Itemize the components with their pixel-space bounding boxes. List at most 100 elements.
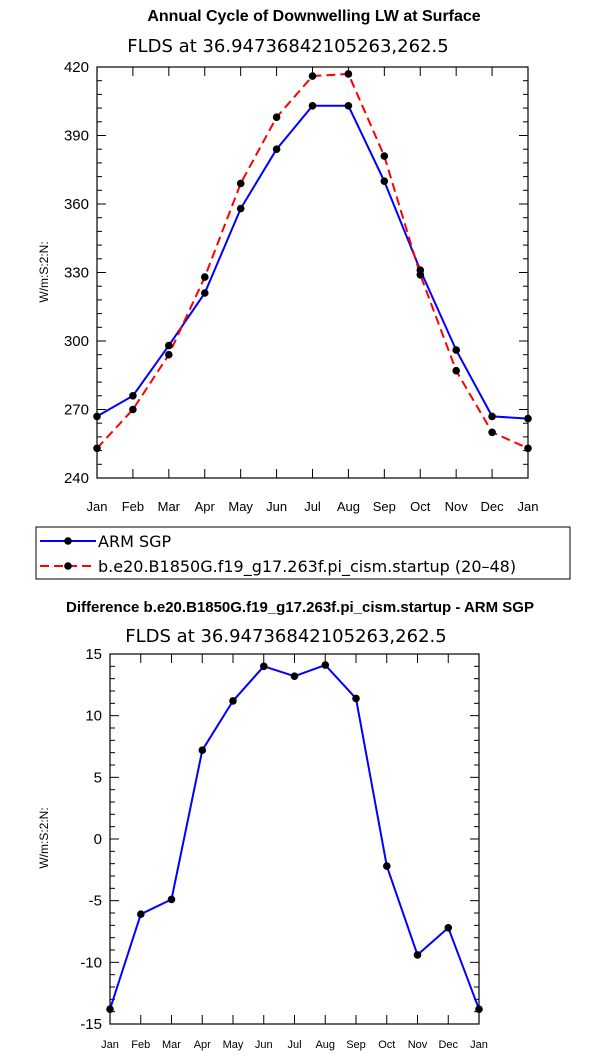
x-tick-label: May <box>228 499 253 514</box>
x-tick-label: Jun <box>255 1039 273 1051</box>
data-point-apr-3 <box>201 289 209 297</box>
plot-frame <box>96 66 529 479</box>
data-point-jan-12 <box>524 414 532 423</box>
y-axis-label: W/m:S:2:N: <box>37 241 51 302</box>
x-tick-label: Jan <box>470 1039 488 1051</box>
data-point-sep-8 <box>380 177 389 185</box>
series-line-difference <box>109 664 480 1010</box>
data-point-may-4 <box>236 179 245 188</box>
data-point-jun-5 <box>272 113 281 121</box>
data-point-oct-9 <box>383 862 391 870</box>
data-point-dec-11 <box>488 412 496 421</box>
data-point-mar-2 <box>167 895 176 904</box>
x-tick-label: Dec <box>438 1039 458 1051</box>
legend-frame <box>35 526 571 580</box>
x-tick-label: Nov <box>445 499 469 514</box>
data-point-dec-11 <box>488 428 496 437</box>
data-point-feb-1 <box>137 910 145 918</box>
data-point-apr-3 <box>201 273 209 281</box>
data-point-jan-0 <box>93 412 101 421</box>
data-point-may-4 <box>236 204 245 213</box>
x-tick-label: Mar <box>158 499 181 514</box>
y-tick-label: 10 <box>85 708 102 725</box>
x-tick-label: Dec <box>481 499 505 514</box>
y-tick-label: 300 <box>64 333 89 350</box>
x-tick-label: Jun <box>266 499 287 514</box>
data-point-feb-1 <box>129 405 137 414</box>
y-tick-label: 270 <box>64 402 89 419</box>
data-point-mar-2 <box>165 341 173 350</box>
annual-cycle-chart: Annual Cycle of Downwelling LW at Surfac… <box>37 8 538 514</box>
x-tick-label: Feb <box>122 499 144 514</box>
x-tick-label: Aug <box>315 1039 335 1051</box>
x-tick-label: Nov <box>408 1039 428 1051</box>
x-tick-label: Jan <box>518 499 539 514</box>
data-point-jun-5 <box>272 145 281 153</box>
data-point-may-4 <box>229 697 237 705</box>
data-point-aug-7 <box>344 102 353 110</box>
x-tick-label: Jan <box>87 499 108 514</box>
data-point-nov-10 <box>452 366 461 375</box>
y-tick-label: 390 <box>64 128 89 145</box>
x-tick-label: Aug <box>337 499 360 514</box>
y-tick-label: 0 <box>94 831 102 848</box>
data-point-jan-12 <box>524 444 532 453</box>
data-point-oct-9 <box>416 271 425 279</box>
legend-entry-arm-sgp: ARM SGP <box>40 532 172 551</box>
y-tick-label: 360 <box>64 196 89 213</box>
x-tick-label: Jan <box>101 1039 119 1051</box>
data-point-mar-2 <box>165 350 173 359</box>
x-tick-label: Sep <box>346 1039 366 1051</box>
y-tick-label: 420 <box>64 59 89 76</box>
data-point-jul-6 <box>308 72 317 80</box>
data-point-jan-0 <box>106 1005 114 1013</box>
y-tick-label: 240 <box>64 470 89 487</box>
data-point-sep-8 <box>380 152 389 160</box>
chart-title: Difference b.e20.B1850G.f19_g17.263f.pi_… <box>66 599 534 616</box>
difference-chart: Difference b.e20.B1850G.f19_g17.263f.pi_… <box>37 599 534 1051</box>
data-point-jul-6 <box>290 672 299 680</box>
y-tick-label: -15 <box>80 1016 102 1033</box>
data-point-nov-10 <box>413 951 422 959</box>
x-tick-label: Oct <box>378 1039 395 1051</box>
y-tick-label: 15 <box>85 646 102 663</box>
legend-label-model: b.e20.B1850G.f19_g17.263f.pi_cism.startu… <box>98 557 516 577</box>
chart-title: Annual Cycle of Downwelling LW at Surfac… <box>147 8 480 25</box>
legend-marker-model <box>64 562 72 570</box>
x-tick-label: Mar <box>162 1039 181 1051</box>
legend: ARM SGP b.e20.B1850G.f19_g17.263f.pi_cis… <box>35 526 571 580</box>
chart-subtitle: FLDS at 36.94736842105263,262.5 <box>125 626 446 647</box>
legend-label-arm-sgp: ARM SGP <box>98 532 172 551</box>
y-tick-label: 330 <box>64 265 89 282</box>
chart-subtitle: FLDS at 36.94736842105263,262.5 <box>127 36 448 57</box>
legend-marker-arm-sgp <box>64 537 72 545</box>
y-tick-label: 5 <box>94 769 102 786</box>
x-tick-label: Jul <box>304 499 321 514</box>
series-line-arm-sgp <box>96 104 529 420</box>
data-point-jun-5 <box>260 662 268 671</box>
data-point-nov-10 <box>452 346 461 354</box>
x-tick-label: Jul <box>287 1039 301 1051</box>
y-tick-label: -10 <box>80 954 102 971</box>
data-point-jan-12 <box>475 1005 483 1013</box>
y-axis-label: W/m:S:2:N: <box>37 807 51 868</box>
data-point-feb-1 <box>129 392 137 400</box>
data-point-aug-7 <box>344 70 353 78</box>
y-tick-label: -5 <box>89 893 102 910</box>
x-tick-label: Oct <box>410 499 431 514</box>
data-point-aug-7 <box>321 661 330 669</box>
x-tick-label: Sep <box>373 499 396 514</box>
x-tick-label: May <box>223 1039 244 1051</box>
series-line-b-e20-b1850g-f19-g17-263 <box>96 72 529 450</box>
data-point-apr-3 <box>198 746 207 754</box>
data-point-dec-11 <box>444 924 453 932</box>
legend-entry-model: b.e20.B1850G.f19_g17.263f.pi_cism.startu… <box>40 557 516 577</box>
data-point-sep-8 <box>352 694 360 703</box>
plot-frame <box>109 653 480 1025</box>
x-tick-label: Apr <box>194 1039 211 1051</box>
x-tick-label: Apr <box>195 499 216 514</box>
data-point-jul-6 <box>308 102 317 110</box>
x-tick-label: Feb <box>131 1039 150 1051</box>
data-point-jan-0 <box>93 444 101 453</box>
